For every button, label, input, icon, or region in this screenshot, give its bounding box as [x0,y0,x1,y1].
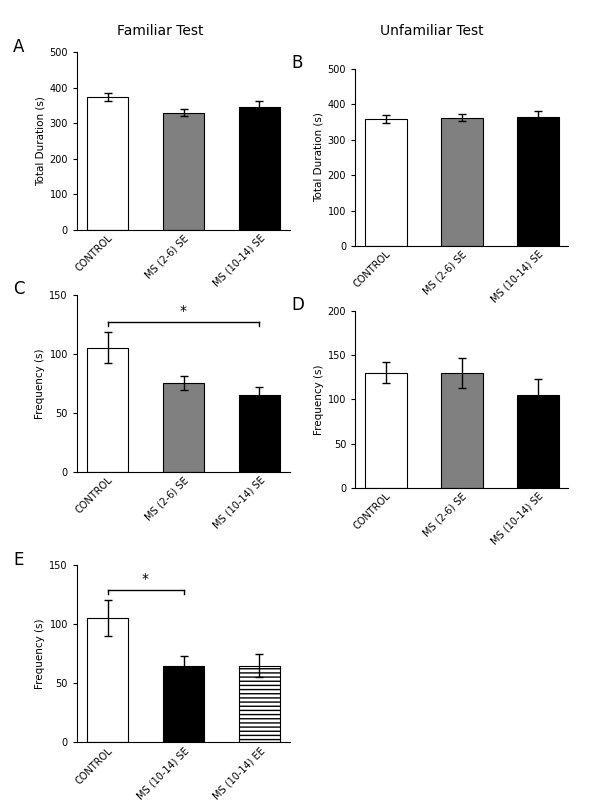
Text: *: * [180,304,187,318]
Text: C: C [13,280,24,299]
Bar [86,348,128,472]
Text: B: B [291,54,303,73]
Text: Familiar Test: Familiar Test [117,24,203,38]
Bar [239,107,281,230]
Bar [517,395,559,488]
Bar [86,618,128,742]
Text: D: D [291,296,304,315]
Text: E: E [13,550,24,569]
Text: *: * [142,572,149,586]
Bar [163,113,204,230]
Bar [86,97,128,230]
Y-axis label: Frequency (s): Frequency (s) [314,364,323,435]
Y-axis label: Frequency (s): Frequency (s) [36,618,45,689]
Bar [239,666,281,742]
Bar [441,118,482,246]
Bar [163,383,204,472]
Y-axis label: Total Duration (s): Total Duration (s) [314,112,323,203]
Bar [365,119,407,246]
Bar [441,373,482,488]
Y-axis label: Total Duration (s): Total Duration (s) [36,96,45,186]
Y-axis label: Frequency (s): Frequency (s) [36,348,45,419]
Text: Unfamiliar Test: Unfamiliar Test [380,24,484,38]
Bar [365,373,407,488]
Bar [239,395,281,472]
Bar [517,116,559,246]
Bar [163,666,204,742]
Text: A: A [13,38,24,56]
